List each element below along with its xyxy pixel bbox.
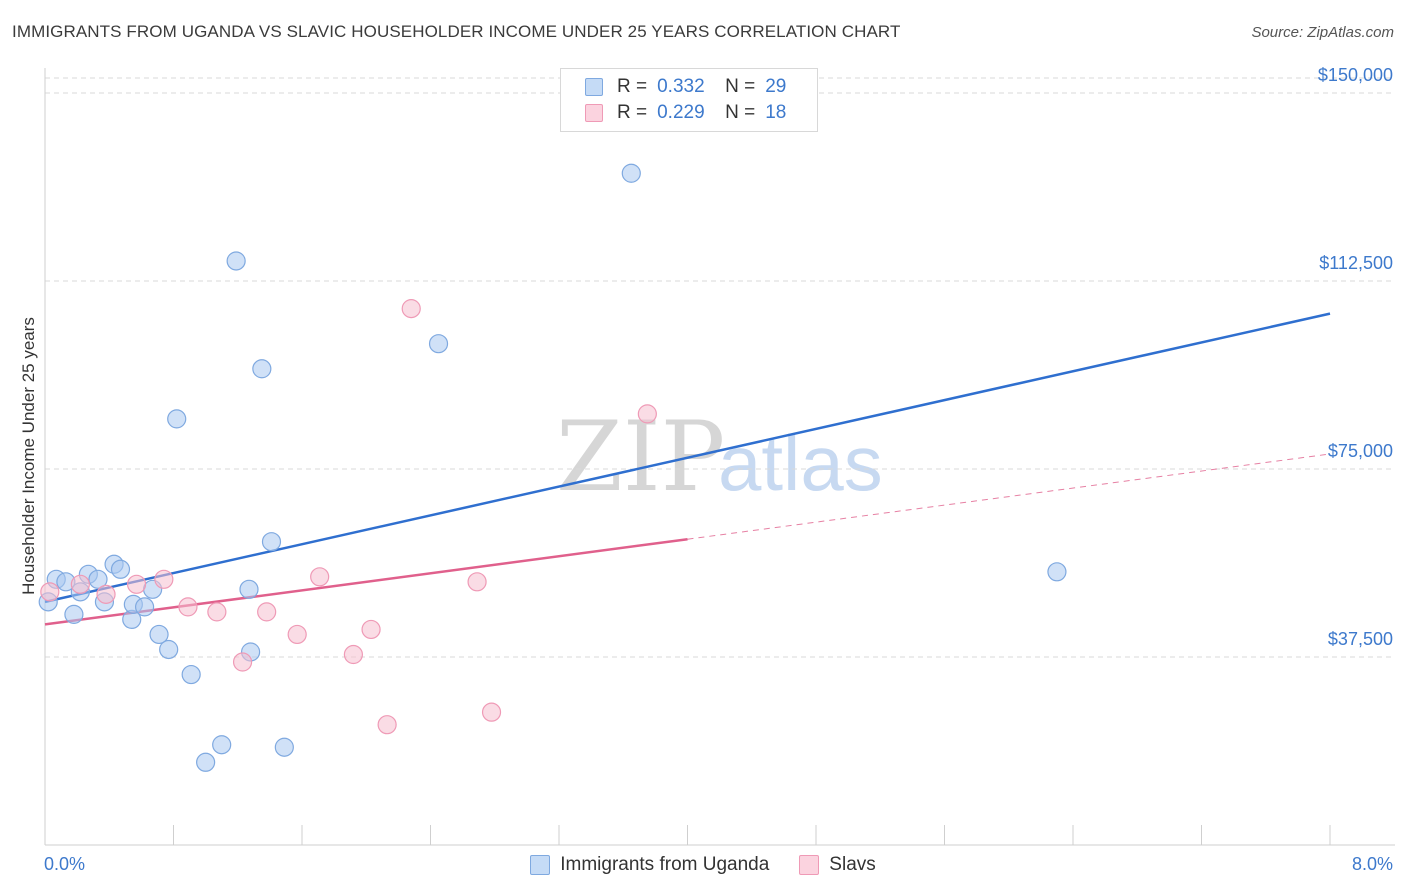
point-slavs	[154, 569, 174, 589]
point-uganda	[239, 579, 259, 599]
point-uganda	[64, 604, 84, 624]
point-uganda	[110, 559, 131, 579]
axes	[44, 68, 1395, 846]
point-uganda	[428, 334, 449, 354]
point-uganda	[149, 624, 169, 645]
chart-title: IMMIGRANTS FROM UGANDA VS SLAVIC HOUSEHO…	[12, 22, 901, 41]
watermark: ZIP atlas	[556, 401, 883, 513]
legend-n-label: N =	[725, 76, 756, 97]
legend-swatch-blue	[585, 78, 603, 96]
point-slavs	[70, 574, 90, 594]
y-axis-title: Householder Income Under 25 years	[19, 317, 38, 595]
point-slavs	[232, 652, 253, 672]
point-slavs	[361, 619, 381, 640]
point-uganda	[181, 664, 201, 685]
legend-n-label: N =	[725, 102, 756, 123]
point-uganda	[167, 409, 187, 429]
source-note: Source: ZipAtlas.com	[1251, 24, 1394, 41]
legend-r-value: 0.229	[657, 102, 705, 123]
x-tick-label: 0.0%	[44, 854, 85, 874]
point-slavs	[207, 602, 227, 622]
legend-label-slavs: Slavs	[829, 854, 876, 875]
data-points	[38, 163, 1067, 772]
point-slavs	[40, 582, 60, 602]
point-uganda	[134, 597, 155, 617]
point-slavs	[257, 602, 277, 622]
point-slavs	[481, 702, 502, 722]
y-tick-label: $75,000	[1328, 441, 1393, 461]
x-tick-label: 8.0%	[1352, 854, 1393, 874]
point-uganda	[88, 569, 108, 589]
trend-line-uganda	[44, 312, 1331, 604]
legend-r-value: 0.332	[657, 76, 705, 97]
point-slavs	[310, 567, 330, 587]
legend-swatch-blue	[530, 855, 551, 875]
y-tick-label: $37,500	[1328, 629, 1393, 649]
legend-row-uganda: R = 0.332 N = 29	[585, 75, 786, 99]
legend-label-uganda: Immigrants from Uganda	[560, 854, 770, 875]
trend-extension-slavs	[687, 453, 1331, 540]
point-uganda	[261, 532, 282, 552]
point-uganda	[1047, 562, 1067, 582]
point-slavs	[467, 572, 487, 592]
legend-swatch-pink	[585, 104, 603, 122]
point-slavs	[377, 715, 397, 735]
point-uganda	[274, 737, 294, 757]
legend-item-slavs: Slavs	[799, 854, 876, 876]
y-tick-label: $112,500	[1319, 253, 1393, 273]
point-uganda	[212, 735, 232, 755]
point-uganda	[252, 359, 272, 379]
point-slavs	[637, 404, 657, 424]
point-slavs	[287, 624, 307, 645]
legend-n-value: 29	[765, 76, 787, 97]
point-slavs	[401, 299, 421, 319]
correlation-legend: R = 0.332 N = 29 R = 0.229 N = 18	[560, 68, 818, 132]
point-slavs	[126, 574, 147, 594]
y-tick-label: $150,000	[1318, 65, 1393, 85]
legend-r-label: R =	[617, 76, 648, 97]
tick-labels: $37,500 $75,000 $112,500 $150,000 0.0% 8.0%	[44, 65, 1393, 874]
legend-row-slavs: R = 0.229 N = 18	[585, 101, 786, 125]
legend-n-value: 18	[765, 102, 787, 123]
legend-item-uganda: Immigrants from Uganda	[530, 854, 769, 876]
legend-r-label: R =	[617, 102, 648, 123]
point-slavs	[343, 644, 363, 665]
point-uganda	[621, 163, 641, 183]
point-slavs	[96, 584, 116, 604]
grid-lines	[45, 77, 1395, 658]
point-uganda	[196, 752, 216, 772]
series-legend: Immigrants from Uganda Slavs	[0, 851, 1406, 879]
point-slavs	[178, 597, 198, 617]
point-uganda	[159, 639, 179, 660]
legend-swatch-pink	[799, 855, 820, 875]
point-uganda	[226, 251, 246, 271]
